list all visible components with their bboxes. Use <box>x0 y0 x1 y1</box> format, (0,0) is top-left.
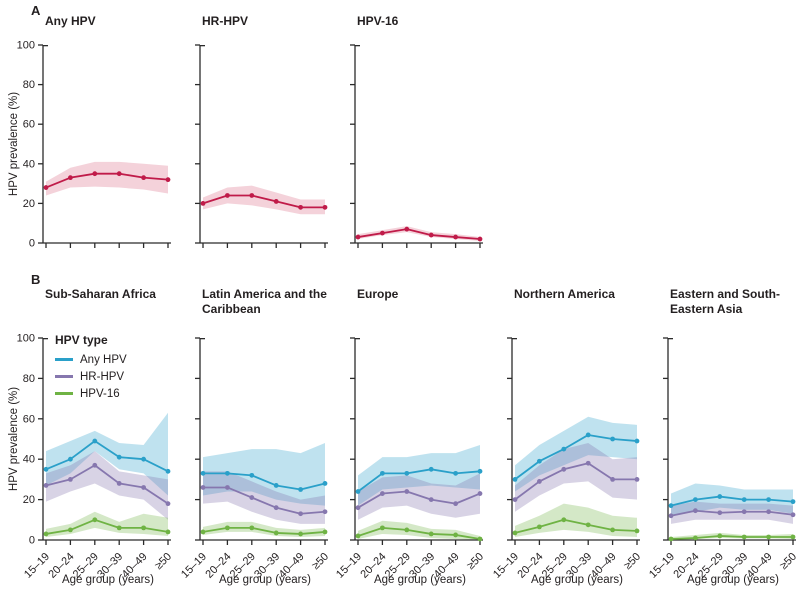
chart-svg-hpv-16 <box>350 44 483 248</box>
svg-text:0: 0 <box>29 238 35 250</box>
svg-text:80: 80 <box>23 79 35 91</box>
svg-text:0: 0 <box>29 535 35 547</box>
legend-label-hr-hpv: HR-HPV <box>80 370 125 383</box>
chart-title-sub-saharan-africa: Sub-Saharan Africa <box>45 287 156 301</box>
chart-any-hpv: 0 20 40 60 80 100 <box>10 38 182 258</box>
chart-title-eastern-asia: Eastern and South-Eastern Asia <box>670 287 781 316</box>
legend-label-hpv-16: HPV-16 <box>80 387 120 400</box>
chart-hr-hpv <box>167 38 339 258</box>
legend-item-any-hpv: Any HPV <box>55 351 127 368</box>
legend-swatch-any-hpv <box>55 358 73 361</box>
chart-eastern-asia: 15–19 20–24 25–29 30–39 40–49 ≥50 <box>635 331 800 600</box>
chart-svg-hr-hpv <box>195 44 328 248</box>
chart-hpv-16 <box>322 38 494 258</box>
svg-text:≥50: ≥50 <box>778 551 799 572</box>
x-axis-label-5: Age group (years) <box>686 574 780 586</box>
legend-item-hpv-16: HPV-16 <box>55 385 127 402</box>
legend: HPV type Any HPV HR-HPV HPV-16 <box>55 333 127 402</box>
chart-title-latin-america: Latin America and the Caribbean <box>202 287 327 316</box>
chart-title-europe: Europe <box>357 287 399 301</box>
x-axis-label-3: Age group (years) <box>373 574 467 586</box>
chart-northern-america: 15–19 20–24 25–29 30–39 40–49 ≥50 <box>479 331 651 600</box>
legend-title: HPV type <box>55 333 108 347</box>
x-axis-label-2: Age group (years) <box>218 574 312 586</box>
x-axis-label-1: Age group (years) <box>61 574 155 586</box>
legend-swatch-hr-hpv <box>55 375 73 378</box>
legend-item-hr-hpv: HR-HPV <box>55 368 127 385</box>
panel-a-label: A <box>31 3 41 18</box>
svg-text:40: 40 <box>23 454 35 466</box>
svg-text:100: 100 <box>17 40 35 52</box>
svg-text:20: 20 <box>23 494 35 506</box>
chart-sub-saharan-africa: 0 20 40 60 80 100 15–19 20–24 25–29 30–39 40–49 ≥50 <box>10 331 182 600</box>
svg-text:40: 40 <box>23 158 35 170</box>
svg-text:60: 60 <box>23 119 35 131</box>
chart-title-hr-hpv: HR-HPV <box>202 14 249 28</box>
chart-title-hpv-16: HPV-16 <box>357 14 399 28</box>
x-axis-label-4: Age group (years) <box>530 574 624 586</box>
svg-text:100: 100 <box>17 333 35 345</box>
chart-svg-any-hpv: 0 20 40 60 80 100 <box>17 40 171 250</box>
svg-text:80: 80 <box>23 373 35 385</box>
chart-title-northern-america: Northern America <box>514 287 615 301</box>
chart-europe: 15–19 20–24 25–29 30–39 40–49 ≥50 <box>322 331 494 600</box>
svg-text:60: 60 <box>23 413 35 425</box>
legend-swatch-hpv-16 <box>55 392 73 395</box>
chart-latin-america: 15–19 20–24 25–29 30–39 40–49 ≥50 <box>167 331 339 600</box>
legend-label-any-hpv: Any HPV <box>80 353 127 366</box>
svg-text:20: 20 <box>23 198 35 210</box>
panel-b-label: B <box>31 272 41 287</box>
chart-title-any-hpv: Any HPV <box>45 14 96 28</box>
